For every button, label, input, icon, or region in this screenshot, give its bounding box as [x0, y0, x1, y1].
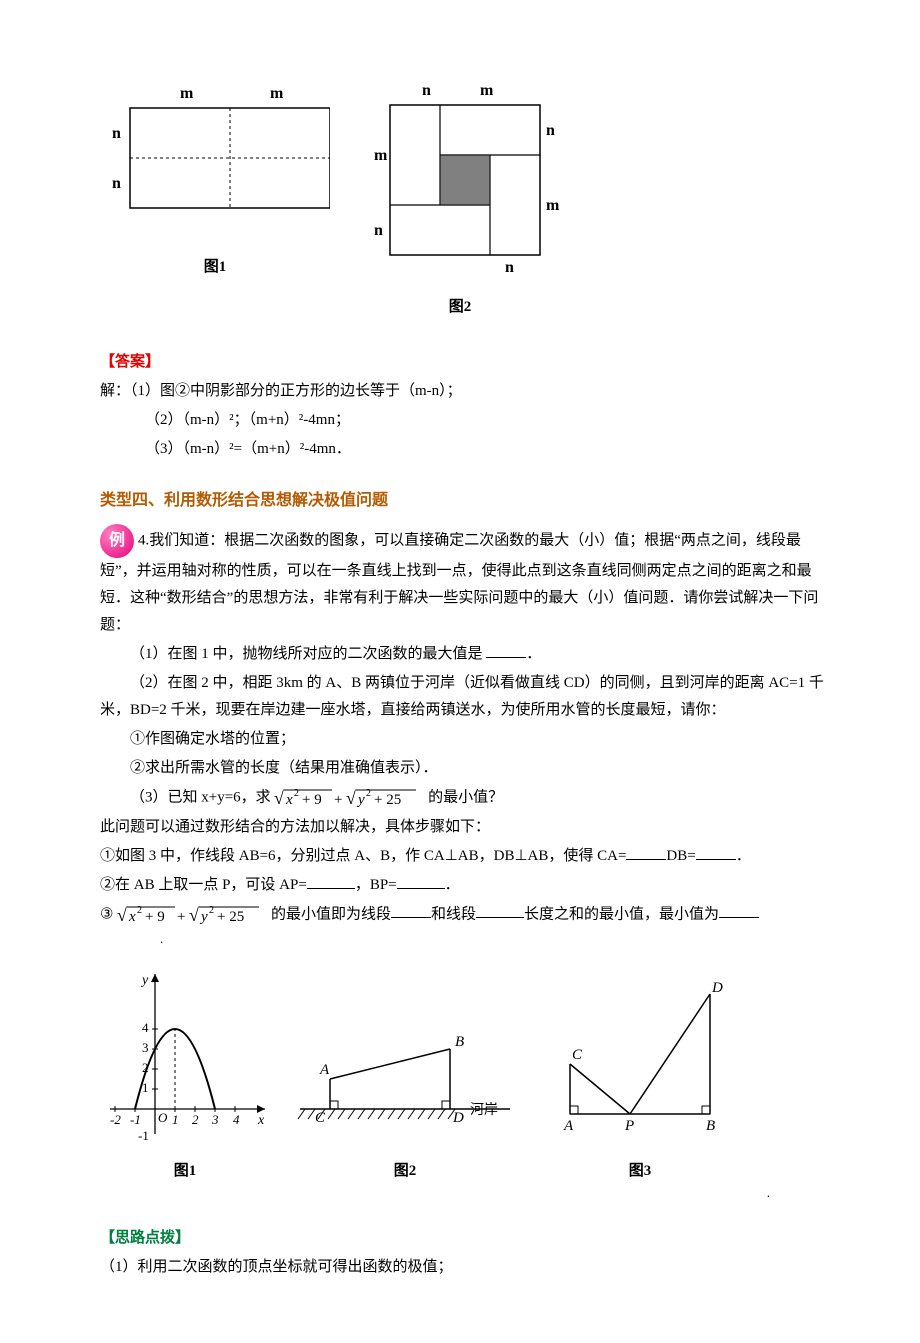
step3-blank2: [476, 902, 524, 919]
fig3-svg: A B C D P: [540, 974, 740, 1144]
svg-text:+ 9: + 9: [145, 909, 165, 925]
answer-line2: （3）（m-n）²=（m+n）²-4mn．: [100, 436, 830, 463]
fig1-n-top: n: [112, 125, 121, 142]
svg-text:+ 9: + 9: [302, 792, 322, 808]
svg-text:A: A: [563, 1118, 574, 1134]
fig1-svg: -2 -1 1 2 3 4 1 2 3 4 -1 O x y: [100, 964, 270, 1144]
top-diagram-row: m m n n 图1 n m: [100, 80, 830, 321]
svg-text:2: 2: [366, 788, 371, 799]
svg-text:√: √: [189, 905, 199, 925]
diagram-2: n m n m m n n 图2: [360, 80, 560, 321]
svg-text:2: 2: [192, 1112, 199, 1127]
svg-text:2: 2: [294, 788, 299, 799]
fig2-shaded: [440, 155, 490, 205]
hint-line1: （1）利用二次函数的顶点坐标就可得出函数的极值；: [100, 1254, 830, 1281]
svg-text:4: 4: [142, 1020, 149, 1035]
ex4-num: 4.: [138, 532, 149, 548]
example-badge: 例: [100, 524, 134, 558]
svg-text:4: 4: [233, 1112, 240, 1127]
fig1-m-left: m: [180, 85, 194, 102]
q3-expr: √ x 2 + 9 + √ y 2 + 25: [274, 789, 428, 805]
fig2-left-n: n: [374, 222, 383, 239]
svg-text:C: C: [572, 1047, 583, 1063]
diagram-1: m m n n 图1: [100, 80, 330, 321]
svg-text:1: 1: [172, 1112, 179, 1127]
diagram-1-svg: m m n n: [100, 80, 330, 240]
step1-blank2: [696, 843, 736, 860]
q1-blank: [486, 641, 526, 658]
answer-line0: 解：（1）图②中阴影部分的正方形的边长等于（m-n）；: [100, 378, 830, 405]
svg-text:y: y: [140, 973, 149, 988]
svg-text:P: P: [624, 1118, 634, 1134]
ex4-intro: 我们知道：根据二次函数的图象，可以直接确定二次函数的最大（小）值；根据“两点之间…: [100, 532, 818, 633]
step1-blank1: [626, 843, 666, 860]
svg-text:A: A: [319, 1062, 330, 1078]
svg-text:+ 25: + 25: [374, 792, 401, 808]
q1-line: （1）在图 1 中，抛物线所对应的二次函数的最大值是 ．: [100, 641, 830, 668]
svg-text:2: 2: [209, 905, 214, 916]
svg-text:B: B: [455, 1034, 464, 1050]
fig2-left-m: m: [374, 147, 388, 164]
svg-text:河岸: 河岸: [470, 1102, 498, 1118]
step3: ③ √ x 2 + 9 + √ y 2 + 25 的最小值即为线段和线段长度之和…: [100, 901, 830, 929]
q2-2: ②求出所需水管的长度（结果用准确值表示）．: [100, 755, 830, 782]
svg-text:C: C: [315, 1110, 326, 1126]
answer-line1: （2）（m-n）²；（m+n）²-4mn；: [100, 407, 830, 434]
step3-blank3: [719, 902, 759, 919]
step3-blank1: [391, 902, 431, 919]
bottom-figures: -2 -1 1 2 3 4 1 2 3 4 -1 O x y 图1: [100, 964, 830, 1185]
q2-1: ①作图确定水塔的位置；: [100, 726, 830, 753]
fig2-bottom-n: n: [505, 259, 514, 276]
step2-blank1: [307, 872, 355, 889]
svg-text:2: 2: [137, 905, 142, 916]
fig1-caption: 图1: [100, 254, 330, 281]
diagram-2-svg: n m n m m n n: [360, 80, 560, 280]
step3-expr: √ x 2 + 9 + √ y 2 + 25: [117, 906, 271, 922]
q3-line: （3）已知 x+y=6，求 √ x 2 + 9 + √ y 2 + 25 的最小…: [100, 784, 830, 812]
svg-text:-2: -2: [110, 1112, 121, 1127]
followup: 此问题可以通过数形结合的方法加以解决，具体步骤如下：: [100, 814, 830, 841]
svg-text:√: √: [117, 905, 127, 925]
section4-title: 类型四、利用数形结合思想解决极值问题: [100, 487, 830, 516]
bottom-fig3: A B C D P 图3: [540, 974, 740, 1185]
svg-text:D: D: [452, 1110, 464, 1126]
svg-text:x: x: [257, 1113, 265, 1128]
svg-text:D: D: [711, 980, 723, 996]
q2-line: （2）在图 2 中，相距 3km 的 A、B 两镇位于河岸（近似看做直线 CD）…: [100, 670, 830, 724]
svg-text:+ 25: + 25: [217, 909, 244, 925]
svg-text:y: y: [199, 909, 208, 925]
svg-text:+: +: [177, 909, 185, 925]
svg-text:√: √: [274, 788, 284, 808]
svg-text:√: √: [346, 788, 356, 808]
fig1-n-bottom: n: [112, 175, 121, 192]
svg-text:O: O: [158, 1110, 168, 1125]
fig2-top-m: m: [480, 82, 494, 99]
svg-text:-1: -1: [138, 1128, 149, 1143]
svg-text:3: 3: [211, 1112, 219, 1127]
hint-label: 【思路点拨】: [100, 1230, 190, 1246]
svg-text:B: B: [706, 1118, 715, 1134]
fig2-right-n: n: [546, 122, 555, 139]
bottom-fig1: -2 -1 1 2 3 4 1 2 3 4 -1 O x y 图1: [100, 964, 270, 1185]
svg-text:+: +: [334, 792, 342, 808]
fig2-top-n: n: [422, 82, 431, 99]
svg-text:y: y: [356, 792, 365, 808]
svg-text:x: x: [285, 792, 293, 808]
svg-text:x: x: [128, 909, 136, 925]
fig2-right-m: m: [546, 197, 560, 214]
answer-label: 【答案】: [100, 354, 160, 370]
svg-text:-1: -1: [130, 1112, 141, 1127]
svg-text:3: 3: [142, 1040, 149, 1055]
fig1-m-right: m: [270, 85, 284, 102]
step1: ①如图 3 中，作线段 AB=6，分别过点 A、B，作 CA⊥AB，DB⊥AB，…: [100, 843, 830, 870]
step2-blank2: [397, 872, 445, 889]
step2: ②在 AB 上取一点 P，可设 AP=，BP=．: [100, 872, 830, 899]
bottom-fig2: A B C D 河岸 图2: [290, 1004, 520, 1185]
fig2-svg: A B C D 河岸: [290, 1004, 520, 1144]
fig2-caption: 图2: [360, 294, 560, 321]
